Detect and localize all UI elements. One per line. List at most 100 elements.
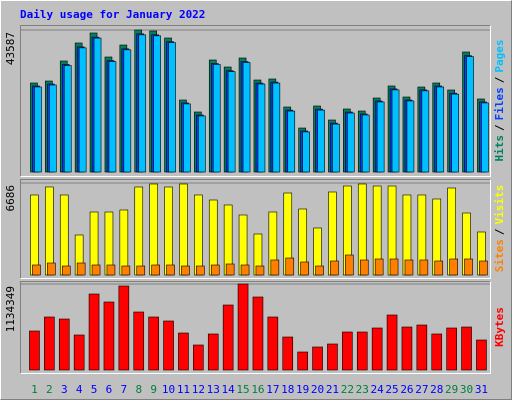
panel-bevel-light [20, 179, 491, 279]
x-tick-label: 14 [222, 383, 236, 396]
bar [436, 86, 445, 173]
bar [136, 265, 146, 276]
bar [207, 333, 219, 371]
bar [34, 86, 42, 173]
bar [153, 35, 161, 173]
bar [240, 264, 250, 276]
bar [30, 194, 39, 276]
bar [227, 71, 236, 173]
x-tick-label: 24 [371, 383, 385, 396]
bar [267, 316, 279, 371]
bar [476, 339, 487, 371]
x-tick-label: 9 [150, 383, 157, 396]
bar [73, 334, 85, 371]
bar [196, 265, 205, 276]
x-tick-label: 15 [236, 383, 249, 396]
y-tick-label: 43587 [4, 32, 17, 65]
bar [272, 82, 281, 173]
bar [345, 254, 354, 276]
x-tick-label: 11 [177, 383, 190, 396]
bar [108, 61, 117, 173]
chart-title: Daily usage for January 2022 [20, 8, 205, 21]
x-tick-label: 10 [162, 383, 175, 396]
bar [342, 331, 353, 371]
x-tick-label: 17 [266, 383, 279, 396]
bar [210, 264, 220, 276]
legend-separator: / [493, 124, 506, 131]
bar [49, 84, 57, 173]
legend-entry: Pages [493, 40, 506, 73]
bar [76, 262, 86, 276]
bar [242, 62, 251, 173]
x-tick-label: 2 [46, 383, 53, 396]
x-tick-label: 27 [415, 383, 428, 396]
bar [252, 296, 264, 371]
bar [168, 42, 176, 173]
bar [138, 34, 147, 173]
bar [406, 100, 415, 173]
bar [464, 258, 473, 276]
bar [287, 110, 296, 173]
bar [118, 285, 130, 371]
bar [356, 331, 368, 371]
bar [212, 64, 221, 173]
bar [198, 115, 206, 173]
bar [255, 265, 265, 276]
x-tick-label: 26 [400, 383, 413, 396]
bar [121, 265, 131, 276]
bar [282, 336, 294, 371]
bar [63, 65, 72, 173]
x-tick-label: 23 [356, 383, 369, 396]
legend-entry: KBytes [493, 307, 506, 347]
bar [451, 93, 459, 173]
legend: KBytes [493, 307, 506, 347]
legend-separator: / [493, 228, 506, 235]
bar [449, 258, 458, 276]
bar [183, 103, 191, 173]
bar [317, 109, 325, 173]
bar [481, 102, 489, 173]
bar [302, 131, 310, 173]
bar [103, 301, 115, 371]
panel-bevel-dark [20, 179, 491, 279]
bar [257, 83, 266, 173]
x-tick-label: 18 [281, 383, 294, 396]
x-tick-label: 5 [91, 383, 98, 396]
bar [416, 324, 428, 371]
legend-entry: Hits [493, 135, 506, 162]
bar [371, 327, 383, 371]
x-tick-label: 3 [61, 383, 68, 396]
bar [179, 183, 188, 276]
legend: Hits / Files / Pages [493, 40, 506, 162]
bar [208, 199, 218, 276]
legend-entry: Files [493, 87, 506, 120]
x-tick-label: 1 [31, 383, 38, 396]
x-tick-label: 8 [135, 383, 142, 396]
bar [374, 258, 384, 276]
bar [29, 330, 40, 371]
legend-separator: / [493, 76, 506, 83]
bar [404, 259, 414, 276]
bar [164, 186, 173, 276]
bar [194, 194, 203, 276]
x-tick-label: 30 [460, 383, 473, 396]
bar [61, 265, 71, 276]
bar [106, 264, 116, 276]
bar [315, 265, 324, 276]
x-tick-label: 29 [445, 383, 458, 396]
x-tick-label: 4 [76, 383, 83, 396]
bar [479, 260, 488, 276]
panel-bevel-dark [20, 25, 491, 177]
bar [123, 49, 132, 173]
legend-entry: Visits [493, 185, 506, 225]
bar [237, 283, 249, 371]
bar [376, 101, 385, 173]
bar [391, 89, 400, 173]
bar [225, 263, 235, 276]
bar [166, 264, 175, 276]
bar [389, 258, 399, 276]
bar [47, 262, 56, 276]
x-tick-label: 7 [121, 383, 128, 396]
panel-bevel-light [20, 25, 491, 177]
